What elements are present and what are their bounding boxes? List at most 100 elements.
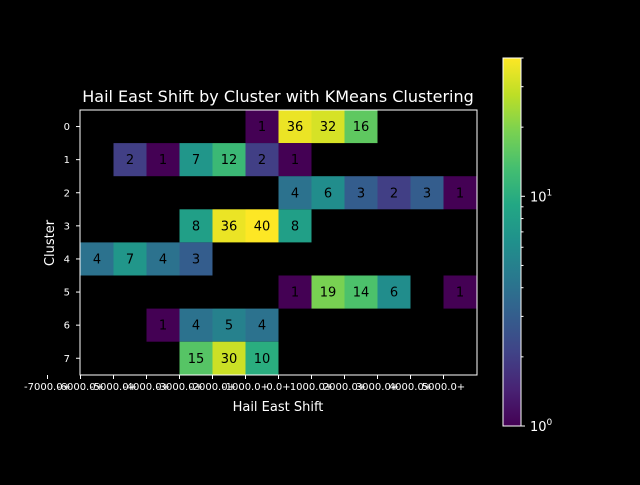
- heatmap-cell: [245, 341, 279, 375]
- heatmap-cell: [245, 209, 279, 243]
- cell-value-label: 1: [456, 186, 464, 201]
- cell-value-label: 19: [320, 286, 337, 301]
- cell-value-label: 36: [287, 120, 304, 135]
- cell-value-label: 4: [93, 252, 101, 267]
- y-axis-label: Cluster: [43, 219, 58, 266]
- heatmap-cell: [278, 275, 312, 309]
- heatmap-cell: [179, 143, 213, 177]
- heatmap-cell: [410, 176, 444, 210]
- y-tick-label: 2: [64, 188, 70, 199]
- y-axis-ticks: 0 1 2 3 4 5 6 7: [64, 122, 80, 365]
- y-tick-label: 0: [64, 122, 70, 133]
- cell-value-label: 1: [159, 319, 167, 334]
- y-tick-label: 4: [64, 254, 70, 265]
- cell-value-label: 4: [192, 319, 200, 334]
- cell-value-label: 1: [291, 286, 299, 301]
- heatmap-cell: [311, 110, 345, 144]
- heatmap-cell: [146, 143, 180, 177]
- cell-value-label: 32: [320, 120, 337, 135]
- x-tick-label: 4000.0+: [389, 382, 432, 393]
- x-tick-label: -2000.0+: [189, 382, 236, 393]
- cell-value-label: 1: [291, 153, 299, 168]
- x-axis-label: Hail East Shift: [233, 400, 324, 415]
- x-tick-label: -3000.0+: [156, 382, 203, 393]
- heatmap-cell: [179, 308, 213, 342]
- heatmap-cell: [146, 308, 180, 342]
- heatmap-cell: [311, 275, 345, 309]
- cell-value-label: 3: [192, 252, 200, 267]
- cell-value-label: 14: [353, 286, 370, 301]
- heatmap-cell: [278, 110, 312, 144]
- heatmap-cell: [212, 308, 246, 342]
- cell-value-label: 8: [192, 219, 200, 234]
- cell-value-label: 7: [126, 252, 134, 267]
- cell-value-label: 30: [221, 352, 238, 367]
- cell-value-label: 3: [357, 186, 365, 201]
- cell-value-label: 15: [188, 352, 205, 367]
- heatmap-cell: [443, 176, 477, 210]
- heatmap-cell: [80, 242, 114, 276]
- x-tick-label: -5000.0+: [90, 382, 137, 393]
- cell-value-label: 1: [159, 153, 167, 168]
- cell-value-label: 6: [390, 286, 398, 301]
- heatmap-cell: [311, 176, 345, 210]
- x-tick-label: 2000.0+: [323, 382, 366, 393]
- y-tick-label: 6: [64, 321, 70, 332]
- y-tick-label: 5: [64, 288, 70, 299]
- cell-value-label: 2: [126, 153, 134, 168]
- heatmap-cell: [245, 110, 279, 144]
- heatmap-cell: [278, 143, 312, 177]
- heatmap-cell: [377, 176, 411, 210]
- heatmap-cell: [179, 341, 213, 375]
- x-tick-label: 5000.0+: [422, 382, 465, 393]
- cell-value-label: 2: [390, 186, 398, 201]
- cell-value-label: 6: [324, 186, 332, 201]
- x-tick-label: 1000.0+: [290, 382, 333, 393]
- cell-value-label: 10: [254, 352, 271, 367]
- cell-value-label: 2: [258, 153, 266, 168]
- heatmap-cell: [278, 209, 312, 243]
- y-tick-label: 7: [64, 354, 70, 365]
- heatmap-cell: [344, 110, 378, 144]
- y-tick-label: 3: [64, 221, 70, 232]
- cell-value-label: 4: [159, 252, 167, 267]
- colorbar-frame: [502, 57, 522, 427]
- x-axis-ticks: -7000.0+-6000.0+-5000.0+-4000.0+-3000.0+…: [24, 375, 465, 393]
- heatmap-cells: 1 36 32 162 1 7 12 2 14 6 3 2 3 18 36 40 84 7 4 31 19 14 6 11 4 5…: [80, 110, 477, 375]
- heatmap-cell: [278, 176, 312, 210]
- heatmap-cell: [245, 308, 279, 342]
- cell-value-label: 1: [456, 286, 464, 301]
- x-tick-label: -1000.0+: [222, 382, 269, 393]
- heatmap-cell: [344, 176, 378, 210]
- cell-value-label: 36: [221, 219, 238, 234]
- cell-value-label: 40: [254, 219, 271, 234]
- x-tick-label: -6000.0+: [57, 382, 104, 393]
- heatmap-cell: [179, 242, 213, 276]
- heatmap-cell: [113, 242, 147, 276]
- cell-value-label: 5: [225, 319, 233, 334]
- heatmap-cell: [212, 341, 246, 375]
- cell-value-label: 8: [291, 219, 299, 234]
- heatmap-cell: [212, 209, 246, 243]
- x-tick-label: -4000.0+: [123, 382, 170, 393]
- heatmap-cell: [146, 242, 180, 276]
- x-tick-label: 3000.0+: [356, 382, 399, 393]
- cell-value-label: 4: [291, 186, 299, 201]
- heatmap-cell: [212, 143, 246, 177]
- chart-title: Hail East Shift by Cluster with KMeans C…: [82, 87, 474, 106]
- heatmap-cell: [344, 275, 378, 309]
- cell-value-label: 12: [221, 153, 238, 168]
- cell-value-label: 16: [353, 120, 370, 135]
- colorbar-tick-label: 101: [530, 188, 552, 205]
- x-tick-label: -7000.0+: [24, 382, 71, 393]
- colorbar: 100 101: [502, 57, 553, 435]
- heatmap-cell: [179, 209, 213, 243]
- heatmap-cell: [113, 143, 147, 177]
- cell-value-label: 7: [192, 153, 200, 168]
- cell-value-label: 3: [423, 186, 431, 201]
- x-tick-label: 0.0+: [266, 382, 290, 393]
- colorbar-tick-label: 100: [530, 418, 553, 435]
- heatmap-cell: [245, 143, 279, 177]
